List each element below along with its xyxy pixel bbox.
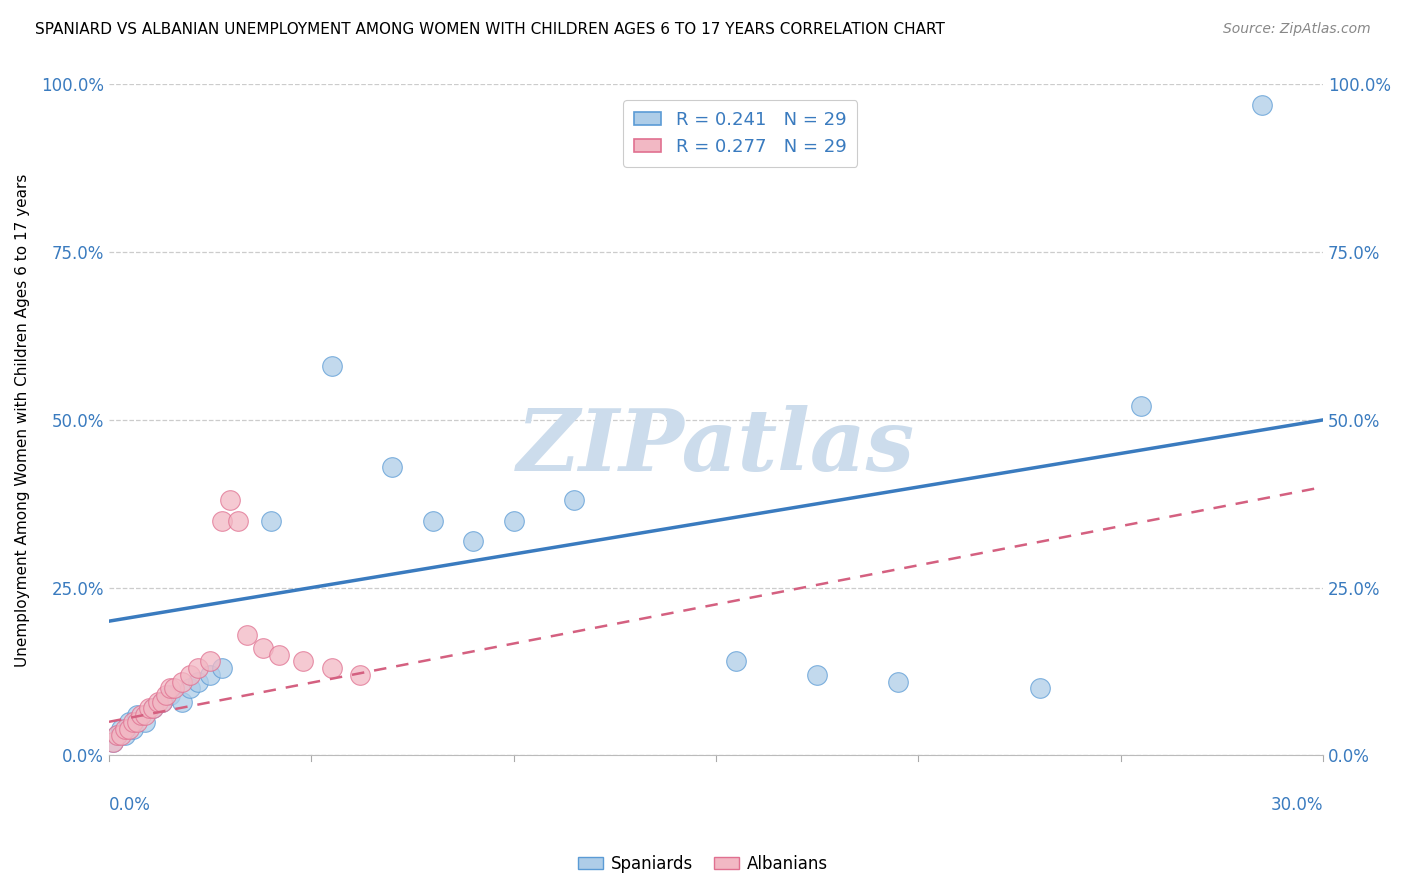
Point	[725, 655, 748, 669]
Point	[252, 640, 274, 655]
Point	[170, 695, 193, 709]
Text: 0.0%: 0.0%	[110, 796, 150, 814]
Point	[114, 728, 136, 742]
Point	[260, 514, 283, 528]
Point	[134, 708, 156, 723]
Point	[134, 714, 156, 729]
Point	[381, 459, 404, 474]
Point	[198, 655, 221, 669]
Point	[110, 728, 132, 742]
Point	[118, 714, 141, 729]
Point	[422, 514, 444, 528]
Point	[155, 688, 177, 702]
Y-axis label: Unemployment Among Women with Children Ages 6 to 17 years: Unemployment Among Women with Children A…	[15, 173, 30, 666]
Point	[235, 627, 257, 641]
Point	[292, 655, 315, 669]
Point	[349, 668, 371, 682]
Point	[219, 493, 242, 508]
Text: Source: ZipAtlas.com: Source: ZipAtlas.com	[1223, 22, 1371, 37]
Point	[887, 674, 910, 689]
Point	[198, 668, 221, 682]
Point	[131, 708, 153, 723]
Point	[170, 674, 193, 689]
Text: ZIPatlas: ZIPatlas	[517, 405, 915, 489]
Point	[110, 722, 132, 736]
Legend: Spaniards, Albanians: Spaniards, Albanians	[571, 848, 835, 880]
Point	[101, 735, 124, 749]
Legend: R = 0.241   N = 29, R = 0.277   N = 29: R = 0.241 N = 29, R = 0.277 N = 29	[623, 100, 858, 167]
Point	[179, 681, 201, 696]
Point	[187, 674, 209, 689]
Point	[187, 661, 209, 675]
Point	[502, 514, 524, 528]
Point	[159, 681, 181, 696]
Point	[211, 514, 233, 528]
Point	[114, 722, 136, 736]
Point	[321, 359, 343, 374]
Point	[159, 688, 181, 702]
Point	[267, 648, 290, 662]
Point	[101, 735, 124, 749]
Point	[138, 701, 160, 715]
Point	[463, 533, 485, 548]
Point	[1130, 400, 1153, 414]
Point	[146, 695, 169, 709]
Point	[806, 668, 828, 682]
Point	[105, 728, 128, 742]
Point	[1029, 681, 1052, 696]
Text: 30.0%: 30.0%	[1271, 796, 1323, 814]
Point	[142, 701, 165, 715]
Point	[321, 661, 343, 675]
Point	[228, 514, 250, 528]
Point	[122, 714, 145, 729]
Point	[150, 695, 173, 709]
Point	[118, 722, 141, 736]
Point	[163, 681, 186, 696]
Point	[179, 668, 201, 682]
Point	[105, 728, 128, 742]
Point	[127, 714, 149, 729]
Point	[1251, 97, 1274, 112]
Point	[142, 701, 165, 715]
Point	[564, 493, 586, 508]
Point	[122, 722, 145, 736]
Point	[211, 661, 233, 675]
Point	[150, 695, 173, 709]
Text: SPANIARD VS ALBANIAN UNEMPLOYMENT AMONG WOMEN WITH CHILDREN AGES 6 TO 17 YEARS C: SPANIARD VS ALBANIAN UNEMPLOYMENT AMONG …	[35, 22, 945, 37]
Point	[127, 708, 149, 723]
